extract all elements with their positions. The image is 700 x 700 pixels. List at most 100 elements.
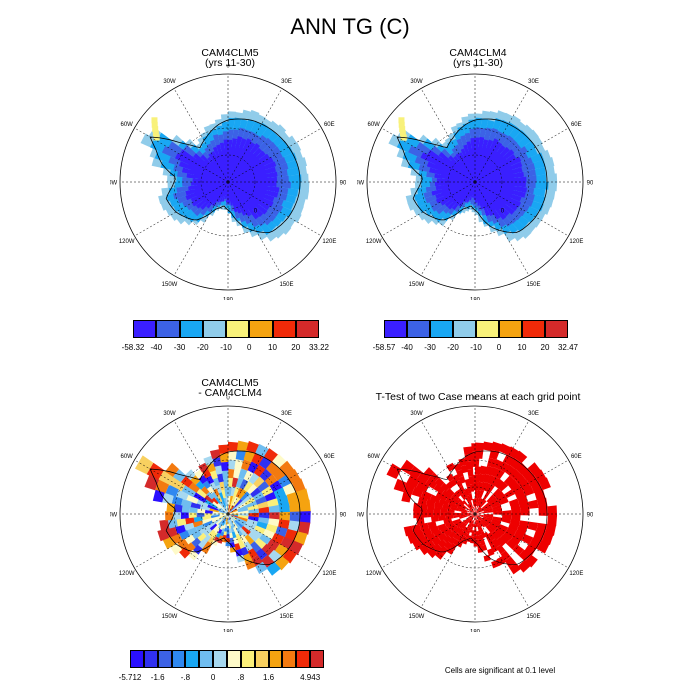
significant-cell bbox=[474, 532, 477, 536]
field-cell bbox=[271, 532, 285, 545]
colorbar-3 bbox=[130, 650, 324, 668]
field-cell bbox=[209, 481, 217, 491]
significance-field bbox=[386, 441, 558, 575]
significant-cell bbox=[458, 509, 468, 513]
colorbar-swatch bbox=[179, 320, 203, 338]
significant-cell bbox=[475, 514, 477, 520]
field-cell bbox=[228, 506, 236, 514]
longitude-label: 90W bbox=[110, 181, 118, 187]
field-cell bbox=[203, 520, 213, 528]
field-cell bbox=[190, 474, 201, 485]
longitude-label: 120E bbox=[569, 571, 583, 577]
field-cell bbox=[228, 495, 231, 506]
colorbar-swatch bbox=[295, 320, 319, 338]
significant-cell bbox=[455, 502, 466, 510]
field-cell bbox=[172, 469, 187, 483]
field-cell bbox=[399, 130, 406, 137]
significant-cell bbox=[442, 504, 452, 510]
field-cell bbox=[191, 537, 202, 548]
significant-cell bbox=[440, 507, 448, 513]
significant-cell bbox=[501, 517, 512, 524]
significant-cell bbox=[458, 475, 466, 484]
field-cell bbox=[232, 537, 239, 545]
field-cell bbox=[197, 508, 206, 514]
significant-cell bbox=[520, 508, 530, 516]
graticule: 0 30E 60E 90E 120E 150E 180 150W 120W 90W 60W 30W bbox=[110, 64, 346, 300]
significant-cell bbox=[476, 530, 480, 536]
significance-footnote: Cells are significant at 0.1 level bbox=[444, 666, 556, 675]
significant-cell bbox=[492, 488, 502, 498]
meridian-line bbox=[227, 513, 283, 608]
significant-cell bbox=[441, 489, 453, 500]
colorbar-label: 1.6 bbox=[263, 673, 275, 682]
significant-cell bbox=[500, 534, 510, 544]
colorbar-swatch bbox=[227, 650, 241, 668]
field-cell bbox=[134, 455, 154, 475]
significant-cell bbox=[481, 502, 490, 510]
significant-cell bbox=[468, 512, 475, 514]
field-cell bbox=[152, 126, 159, 133]
longitude-label: 150W bbox=[162, 282, 178, 288]
significant-cell bbox=[487, 532, 496, 541]
colorbar-label: 33.22 bbox=[308, 343, 330, 352]
significant-cell bbox=[422, 528, 433, 538]
significant-cell bbox=[446, 473, 455, 482]
field-cell bbox=[201, 545, 210, 554]
significant-cell bbox=[470, 520, 474, 525]
field-cell bbox=[185, 517, 195, 525]
significant-cell bbox=[487, 548, 495, 557]
significant-cell bbox=[475, 514, 484, 518]
significant-cell bbox=[498, 497, 509, 506]
field-cell bbox=[212, 477, 220, 487]
colorbar-swatch bbox=[282, 650, 297, 668]
field-cell bbox=[211, 517, 221, 523]
significant-cell bbox=[462, 500, 468, 506]
significant-cell bbox=[474, 528, 477, 533]
significant-cell bbox=[481, 519, 489, 526]
field-cell bbox=[228, 468, 235, 479]
significant-cell bbox=[496, 537, 506, 547]
field-cell bbox=[222, 524, 226, 529]
field-cell bbox=[211, 540, 218, 546]
field-cell bbox=[226, 530, 230, 535]
field-cell bbox=[232, 527, 239, 535]
field-cell bbox=[190, 501, 201, 510]
field-cell bbox=[228, 513, 239, 516]
significant-cell bbox=[460, 514, 468, 517]
significant-cell bbox=[511, 514, 521, 521]
figure-title: ANN TG (C) bbox=[290, 14, 410, 39]
field-cell bbox=[231, 477, 239, 488]
significant-cell bbox=[541, 532, 554, 546]
field-cell bbox=[154, 479, 170, 494]
field-cell bbox=[230, 547, 237, 553]
significant-cell bbox=[456, 469, 464, 478]
significant-cell bbox=[462, 491, 468, 499]
field-cell bbox=[201, 518, 212, 525]
significant-cell bbox=[475, 514, 482, 521]
field-cell bbox=[151, 117, 158, 124]
field-cell bbox=[228, 505, 235, 514]
graticule: 0 30E 60E 90E 120E 150E 180 150W 120W 90W 60W 30W bbox=[357, 396, 593, 632]
field-cell bbox=[289, 511, 301, 523]
field-cell bbox=[246, 441, 260, 454]
significant-cell bbox=[480, 539, 486, 546]
significant-cell bbox=[475, 497, 480, 507]
significant-cell bbox=[527, 521, 539, 532]
significant-cell bbox=[461, 511, 469, 514]
colorbar-label: -5.712 bbox=[118, 673, 142, 682]
field-cell bbox=[225, 496, 229, 506]
significant-cell bbox=[465, 496, 471, 504]
significant-cell bbox=[479, 534, 484, 541]
colorbar-label: -58.32 bbox=[121, 343, 145, 352]
significant-cell bbox=[477, 524, 481, 530]
field-cell bbox=[223, 531, 227, 536]
significant-cell bbox=[429, 472, 440, 483]
significant-cell bbox=[538, 506, 548, 516]
field-cell bbox=[235, 500, 245, 509]
field-cell bbox=[206, 486, 215, 494]
significant-cell bbox=[453, 526, 461, 534]
colorbar-label: -40 bbox=[401, 343, 413, 352]
field-cell bbox=[166, 502, 175, 513]
panel4-title: T-Test of two Case means at each grid po… bbox=[375, 391, 581, 403]
significant-cell bbox=[503, 531, 514, 541]
